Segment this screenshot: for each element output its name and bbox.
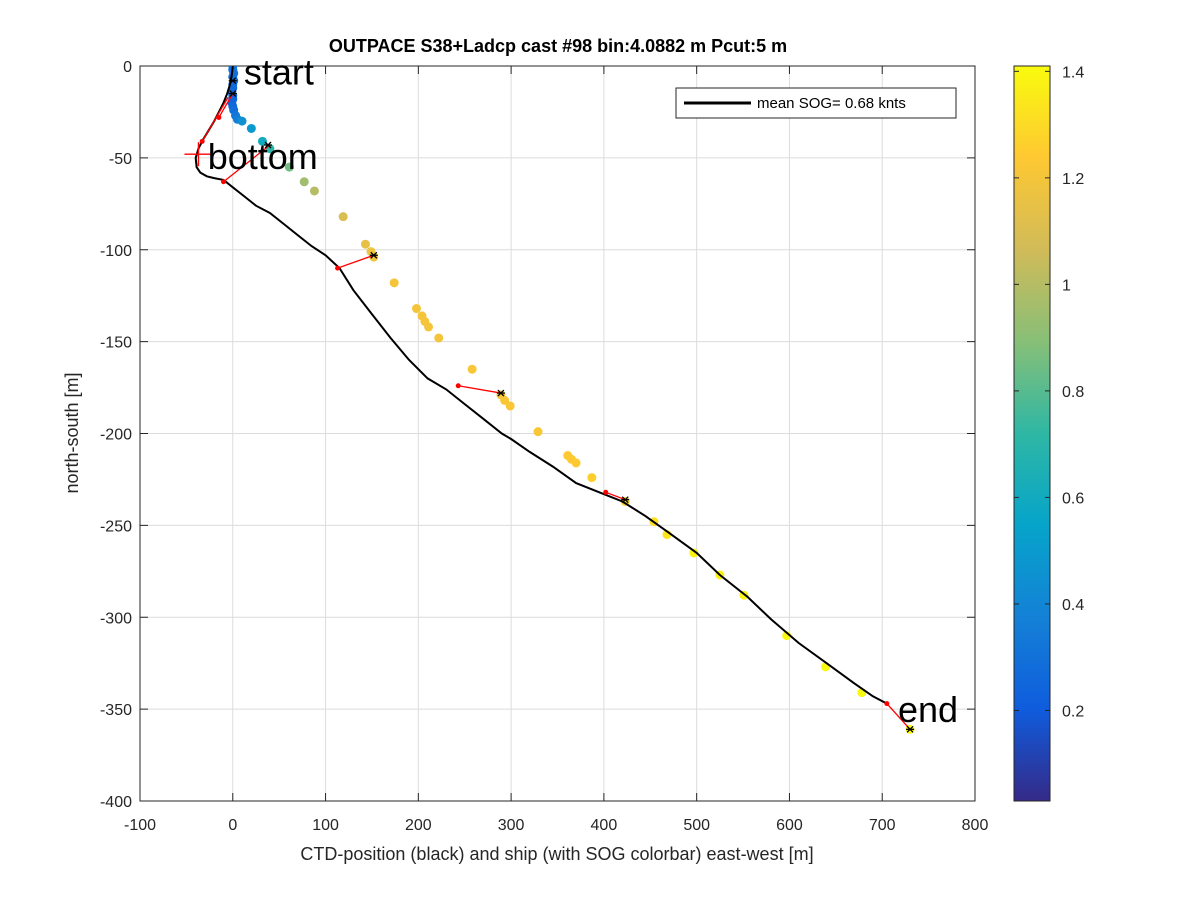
colorbar-tick-label: 0.2 bbox=[1062, 703, 1084, 720]
y-tick-label: -150 bbox=[100, 335, 132, 352]
ship-point bbox=[360, 239, 370, 249]
ctd-marker bbox=[199, 138, 205, 144]
ship-marker bbox=[228, 90, 237, 98]
y-tick-label: -100 bbox=[100, 243, 132, 260]
ctd-marker bbox=[884, 701, 890, 707]
ship-point bbox=[434, 333, 444, 343]
connector-segment bbox=[201, 96, 229, 142]
colorbar-tick-label: 0.6 bbox=[1062, 490, 1084, 507]
x-tick-label: 800 bbox=[962, 817, 989, 834]
colorbar-tick-label: 0.4 bbox=[1062, 597, 1084, 614]
annotation-end: end bbox=[898, 689, 958, 730]
ship-marker bbox=[906, 725, 915, 733]
ship-point bbox=[237, 116, 247, 126]
x-axis-label: CTD-position (black) and ship (with SOG … bbox=[300, 844, 813, 864]
ctd-marker bbox=[216, 114, 222, 120]
ship-point bbox=[369, 252, 379, 262]
ship-point bbox=[338, 212, 348, 222]
ship-point bbox=[309, 186, 319, 196]
colorbar-tick-label: 1.4 bbox=[1062, 64, 1084, 81]
ship-marker bbox=[621, 496, 630, 504]
ship-point bbox=[467, 364, 477, 374]
ctd-marker bbox=[221, 179, 226, 185]
colorbar-tick-label: 1 bbox=[1062, 277, 1071, 294]
x-tick-label: 100 bbox=[312, 817, 339, 834]
ship-point bbox=[411, 304, 421, 314]
y-tick-label: -400 bbox=[100, 794, 132, 811]
y-tick-label: 0 bbox=[123, 59, 132, 76]
ship-point bbox=[424, 322, 434, 332]
x-axis-ticks: -100 0 100 200 300 400 500 600 700 800 bbox=[124, 66, 988, 834]
annotation-bottom: bottom bbox=[208, 136, 318, 177]
ship-point bbox=[246, 123, 256, 133]
y-tick-label: -200 bbox=[100, 427, 132, 444]
connector-segments bbox=[201, 93, 911, 730]
colorbar-ticks: 0.2 0.4 0.6 0.8 1 1.2 1.4 bbox=[1014, 64, 1084, 720]
colorbar-gradient bbox=[1013, 65, 1051, 802]
connector-segment bbox=[223, 144, 271, 183]
ship-point bbox=[689, 548, 699, 558]
ship-point bbox=[500, 395, 510, 405]
connector-segment bbox=[605, 491, 626, 501]
x-tick-label: 700 bbox=[869, 817, 896, 834]
annotations: start bottom end bbox=[208, 52, 958, 731]
connector-segment bbox=[886, 703, 911, 730]
colorbar-tick-label: 1.2 bbox=[1062, 171, 1084, 188]
ship-marker bbox=[369, 251, 378, 259]
connector-segment bbox=[218, 93, 234, 118]
x-tick-label: 600 bbox=[776, 817, 803, 834]
ctd-marker bbox=[335, 265, 341, 271]
ship-point bbox=[284, 162, 294, 172]
x-tick-label: -100 bbox=[124, 817, 156, 834]
ship-marker bbox=[228, 77, 237, 85]
ctd-marker bbox=[603, 489, 609, 495]
ship-point bbox=[299, 177, 309, 187]
colorbar: 0.2 0.4 0.6 0.8 1 1.2 1.4 bbox=[1013, 64, 1084, 802]
x-tick-label: 300 bbox=[498, 817, 525, 834]
colorbar-tick-label: 0.8 bbox=[1062, 384, 1084, 401]
y-tick-label: -50 bbox=[109, 151, 132, 168]
y-tick-label: -250 bbox=[100, 518, 132, 535]
ship-marker bbox=[264, 141, 273, 149]
x-tick-label: 200 bbox=[405, 817, 432, 834]
y-axis-ticks: -400 -350 -300 -250 -200 -150 -100 -50 0 bbox=[100, 59, 975, 811]
ship-track-points bbox=[227, 66, 915, 734]
connector-segment bbox=[337, 254, 375, 269]
x-tick-label: 500 bbox=[683, 817, 710, 834]
chart-title: OUTPACE S38+Ladcp cast #98 bin:4.0882 m … bbox=[329, 36, 787, 56]
connector-segment bbox=[458, 385, 502, 394]
ctd-marker bbox=[455, 383, 461, 389]
y-axis-label: north-south [m] bbox=[62, 372, 82, 493]
ship-point bbox=[587, 473, 597, 483]
ship-point bbox=[505, 401, 515, 411]
annotation-start: start bbox=[244, 52, 314, 93]
ship-point bbox=[389, 278, 399, 288]
ship-point bbox=[533, 427, 543, 437]
ship-point bbox=[571, 458, 581, 468]
legend: mean SOG= 0.68 knts bbox=[675, 87, 957, 119]
y-tick-label: -300 bbox=[100, 610, 132, 627]
ship-marker bbox=[496, 389, 505, 397]
x-tick-label: 400 bbox=[591, 817, 618, 834]
ship-point bbox=[257, 136, 267, 146]
legend-label: mean SOG= 0.68 knts bbox=[757, 95, 906, 112]
y-tick-label: -350 bbox=[100, 702, 132, 719]
x-tick-label: 0 bbox=[228, 817, 237, 834]
track-markers bbox=[184, 77, 915, 733]
